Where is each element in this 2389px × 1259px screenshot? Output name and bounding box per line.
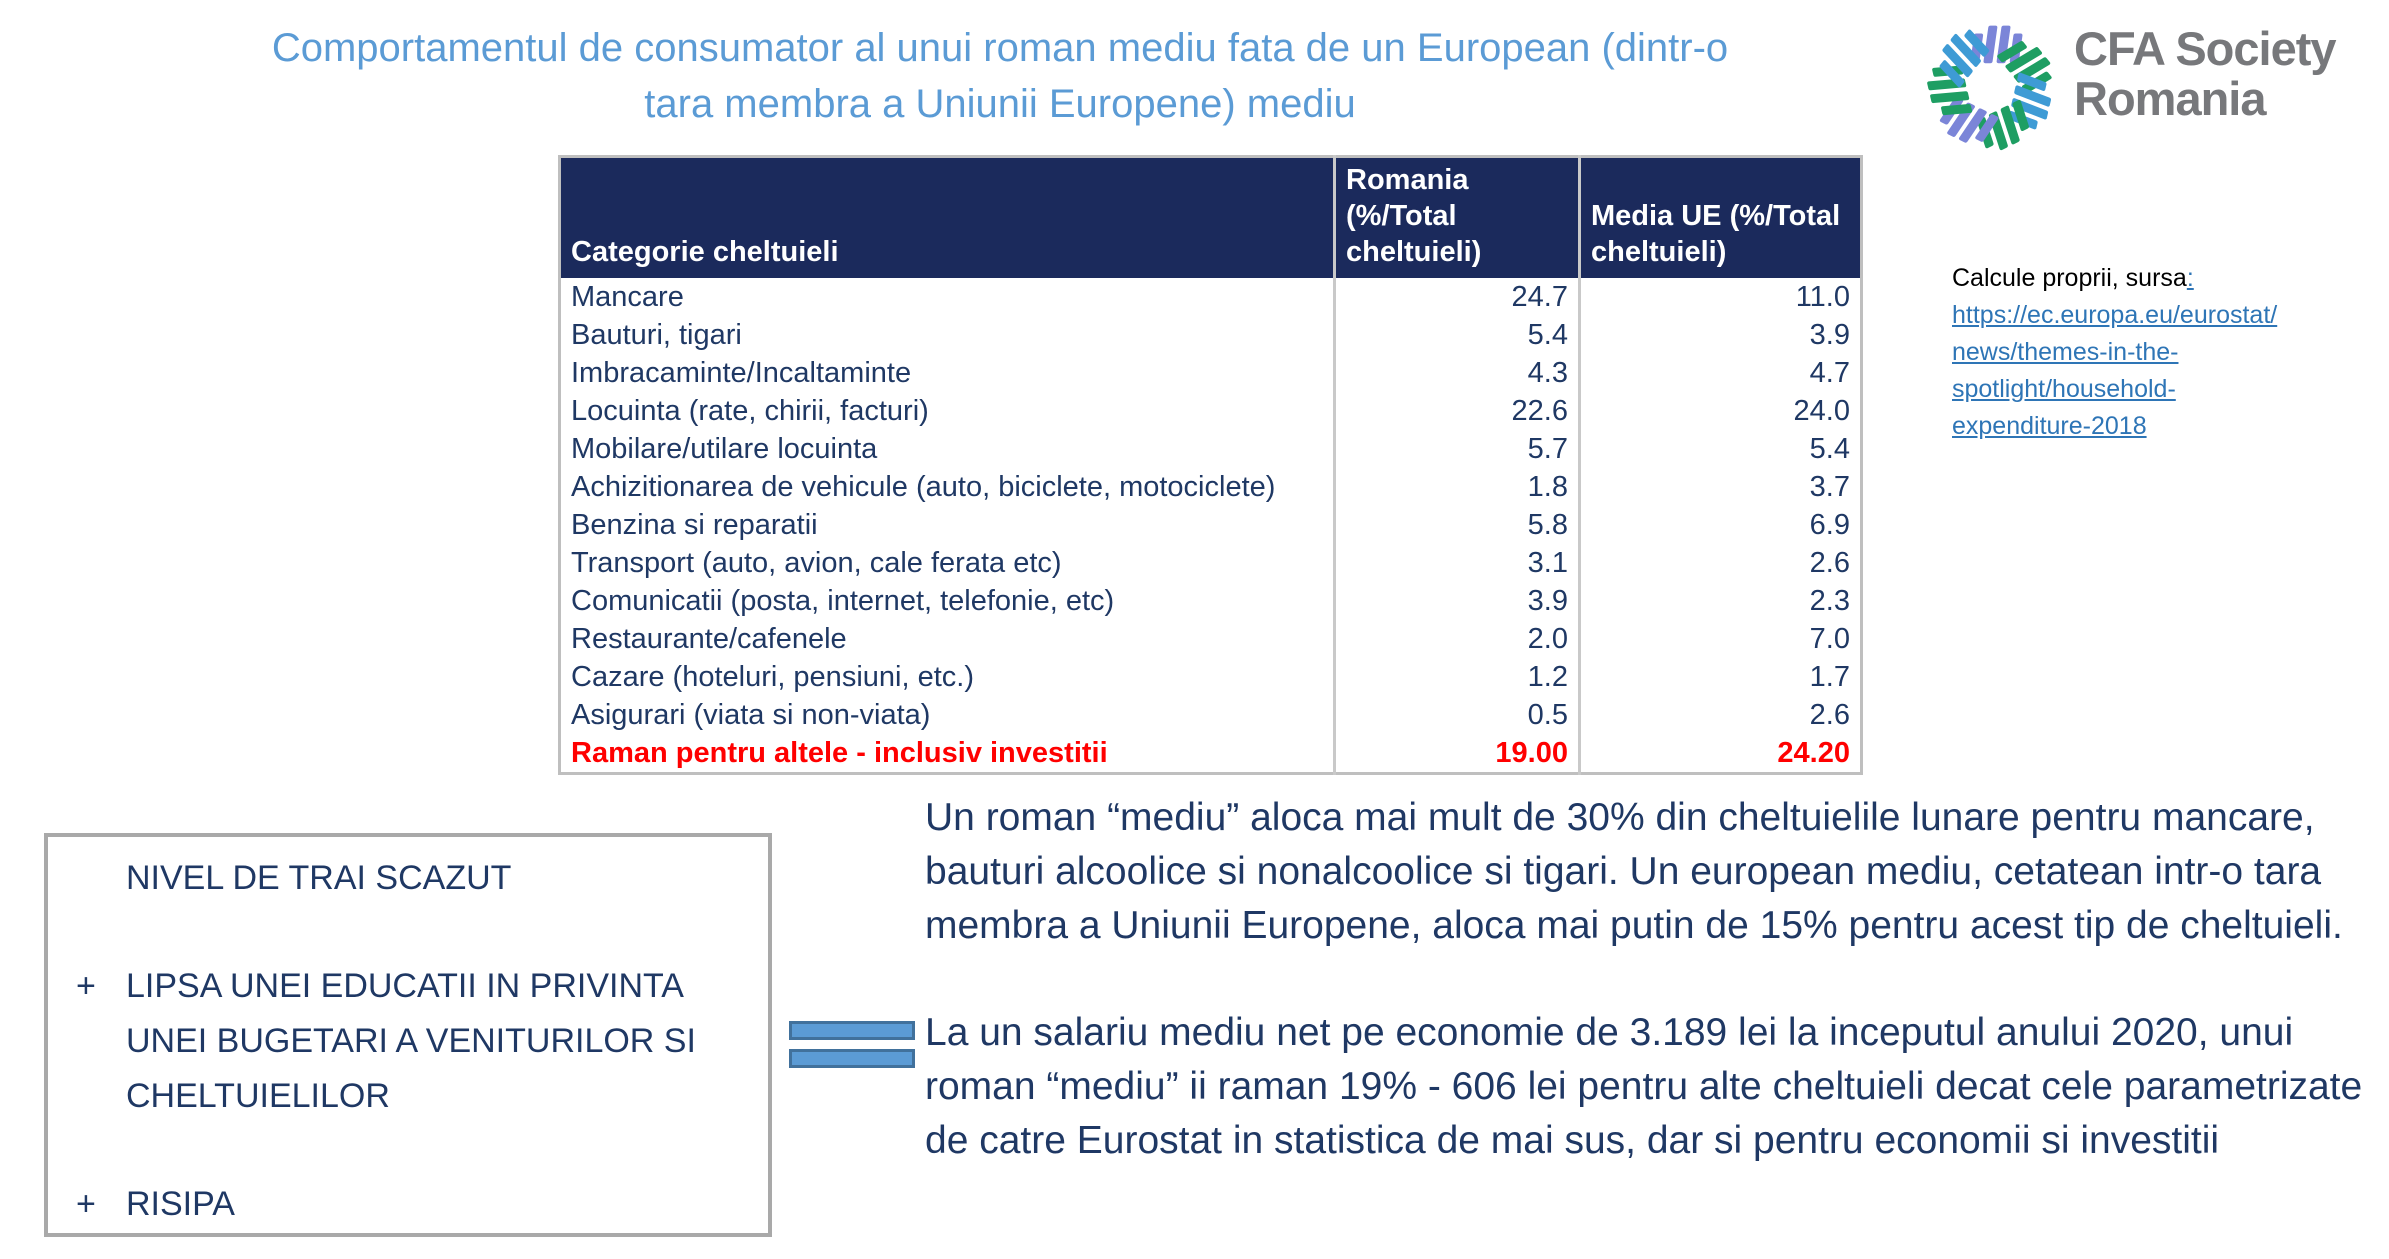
cell-romania: 1.8	[1333, 468, 1580, 506]
note-box-item-text: RISIPA	[126, 1185, 235, 1223]
table-row: Asigurari (viata si non-viata) 0.5 2.6	[560, 696, 1862, 734]
table-row: Comunicatii (posta, internet, telefonie,…	[560, 582, 1862, 620]
table-row: Raman pentru altele - inclusiv investiti…	[560, 734, 1862, 774]
source-label-line: Calcule proprii, sursa:	[1952, 260, 2372, 297]
table-header-row: Categorie cheltuieli Romania (%/Total ch…	[559, 156, 1862, 278]
page-title: Comportamentul de consumator al unui rom…	[271, 26, 1729, 126]
cell-romania: 19.00	[1333, 734, 1580, 774]
source-link[interactable]: https://ec.europa.eu/eurostat/ news/them…	[1952, 301, 2278, 440]
table-row: Imbracaminte/Incaltaminte 4.3 4.7	[560, 354, 1862, 392]
cell-media-ue: 24.0	[1578, 392, 1862, 430]
cell-media-ue: 1.7	[1578, 658, 1862, 696]
cell-categorie: Raman pentru altele - inclusiv investiti…	[571, 736, 1108, 769]
table-row: Mancare 24.7 11.0	[560, 278, 1862, 316]
cell-romania: 3.9	[1333, 582, 1580, 620]
cell-categorie: Transport (auto, avion, cale ferata etc)	[571, 546, 1062, 579]
equals-bar-top	[789, 1021, 915, 1040]
cell-romania: 0.5	[1333, 696, 1580, 734]
table-row: Benzina si reparatii 5.8 6.9	[560, 506, 1862, 544]
cfa-pinwheel-icon	[1927, 25, 2052, 151]
cell-categorie: Asigurari (viata si non-viata)	[571, 698, 931, 731]
cell-romania: 1.2	[1333, 658, 1580, 696]
equals-sign-icon	[789, 1021, 915, 1068]
cell-media-ue: 3.7	[1578, 468, 1862, 506]
cell-media-ue: 6.9	[1578, 506, 1862, 544]
cell-media-ue: 2.3	[1578, 582, 1862, 620]
expense-table: Categorie cheltuieli Romania (%/Total ch…	[558, 155, 1863, 775]
cell-categorie: Mobilare/utilare locuinta	[571, 432, 878, 465]
table-row: Cazare (hoteluri, pensiuni, etc.) 1.2 1.7	[560, 658, 1862, 696]
cell-romania: 5.7	[1333, 430, 1580, 468]
commentary: Un roman “mediu” aloca mai mult de 30% d…	[925, 791, 2389, 1221]
table-row: Bauturi, tigari 5.4 3.9	[560, 316, 1862, 354]
cell-romania: 5.8	[1333, 506, 1580, 544]
cell-categorie: Bauturi, tigari	[571, 318, 742, 351]
cell-categorie: Restaurante/cafenele	[571, 622, 847, 655]
cell-media-ue: 11.0	[1578, 278, 1862, 316]
table-row: Achizitionarea de vehicule (auto, bicicl…	[560, 468, 1862, 506]
source-colon: :	[2186, 264, 2194, 292]
cell-romania: 5.4	[1333, 316, 1580, 354]
cell-media-ue: 7.0	[1578, 620, 1862, 658]
source-label: Calcule proprii, sursa	[1952, 264, 2187, 292]
cell-romania: 24.7	[1333, 278, 1580, 316]
cell-media-ue: 4.7	[1578, 354, 1862, 392]
cfa-logo-line2: Romania	[2074, 72, 2266, 125]
cfa-logo-text: CFA Society Romania	[2074, 24, 2336, 124]
note-box-item: + RISIPA	[68, 1177, 750, 1232]
cell-media-ue: 2.6	[1578, 696, 1862, 734]
table-row: Locuinta (rate, chirii, facturi) 22.6 24.0	[560, 392, 1862, 430]
cell-media-ue: 2.6	[1578, 544, 1862, 582]
cell-media-ue: 5.4	[1578, 430, 1862, 468]
cell-categorie: Benzina si reparatii	[571, 508, 818, 541]
cell-media-ue: 3.9	[1578, 316, 1862, 354]
equals-bar-bottom	[789, 1049, 915, 1068]
cell-categorie: Locuinta (rate, chirii, facturi)	[571, 394, 929, 427]
col-header-categorie: Categorie cheltuieli	[559, 156, 1335, 278]
cfa-logo: CFA Society Romania	[1922, 14, 2382, 154]
cell-romania: 2.0	[1333, 620, 1580, 658]
col-header-media-ue: Media UE (%/Total cheltuieli)	[1578, 156, 1862, 278]
cell-categorie: Achizitionarea de vehicule (auto, bicicl…	[571, 470, 1276, 503]
paragraph-consumption: Un roman “mediu” aloca mai mult de 30% d…	[925, 796, 2343, 947]
cell-romania: 22.6	[1333, 392, 1580, 430]
col-header-romania: Romania (%/Total cheltuieli)	[1333, 156, 1580, 278]
note-box-item-text: NIVEL DE TRAI SCAZUT	[126, 859, 512, 897]
note-box-item: + LIPSA UNEI EDUCATII IN PRIVINTA UNEI BU…	[68, 959, 750, 1124]
cell-categorie: Cazare (hoteluri, pensiuni, etc.)	[571, 660, 974, 693]
table-body: Mancare 24.7 11.0 Bauturi, tigari 5.4 3.9 Imbr…	[560, 278, 1862, 774]
plus-marker: +	[76, 1185, 96, 1223]
cell-romania: 3.1	[1333, 544, 1580, 582]
plus-marker: +	[76, 967, 96, 1005]
table-row: Mobilare/utilare locuinta 5.7 5.4	[560, 430, 1862, 468]
source-note: Calcule proprii, sursa: https://ec.europ…	[1952, 260, 2372, 445]
note-box-item-text: LIPSA UNEI EDUCATII IN PRIVINTA UNEI BUG…	[126, 967, 696, 1115]
table-row: Restaurante/cafenele 2.0 7.0	[560, 620, 1862, 658]
paragraph-salary: La un salariu mediu net pe economie de 3…	[925, 1011, 2363, 1162]
cell-media-ue: 24.20	[1578, 734, 1862, 774]
cell-categorie: Comunicatii (posta, internet, telefonie,…	[571, 584, 1115, 617]
note-box: NIVEL DE TRAI SCAZUT + LIPSA UNEI EDUCATII…	[44, 833, 772, 1237]
cell-romania: 4.3	[1333, 354, 1580, 392]
cell-categorie: Imbracaminte/Incaltaminte	[571, 356, 912, 389]
note-box-item: NIVEL DE TRAI SCAZUT	[68, 851, 750, 906]
cell-categorie: Mancare	[571, 280, 684, 313]
table-row: Transport (auto, avion, cale ferata etc)…	[560, 544, 1862, 582]
cfa-logo-line1: CFA Society	[2074, 22, 2336, 75]
